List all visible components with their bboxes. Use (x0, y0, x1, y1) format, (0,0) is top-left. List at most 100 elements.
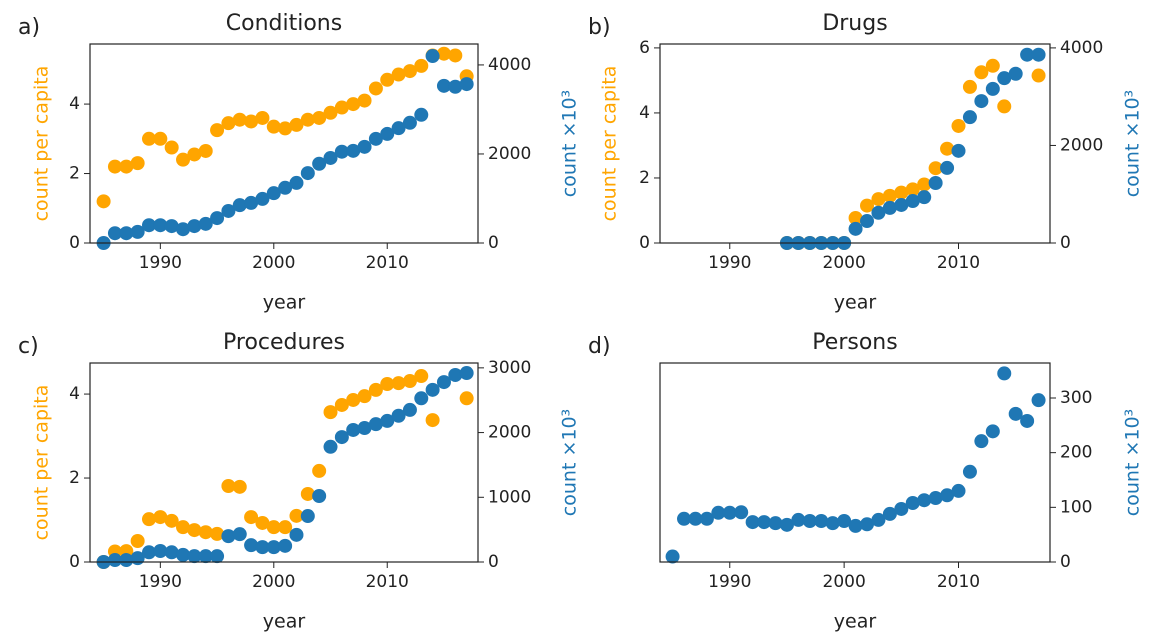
point (757, 515, 772, 530)
point (414, 369, 429, 384)
panel-label: d) (588, 334, 611, 359)
point (164, 545, 179, 560)
point (346, 97, 361, 112)
y2-tick-label: 0 (1060, 552, 1071, 572)
point (402, 402, 417, 417)
point (176, 222, 191, 237)
point (141, 218, 156, 233)
point (221, 529, 236, 544)
point (198, 143, 213, 158)
point (221, 203, 236, 218)
point (951, 143, 966, 158)
point (974, 94, 989, 109)
point (312, 488, 327, 503)
point (402, 374, 417, 389)
point (266, 186, 281, 201)
point (848, 221, 863, 236)
point (436, 78, 451, 93)
point (711, 505, 726, 520)
point (940, 488, 955, 503)
point (357, 93, 372, 108)
point (323, 105, 338, 120)
point (368, 81, 383, 96)
x-tick-label: 2000 (823, 572, 866, 592)
point (380, 72, 395, 87)
point (951, 483, 966, 498)
point (368, 131, 383, 146)
point (153, 543, 168, 558)
point (894, 501, 909, 516)
point (210, 211, 225, 226)
x-axis-label: year (263, 292, 306, 314)
point (974, 65, 989, 80)
point (255, 110, 270, 125)
y2-tick-label: 2000 (488, 423, 531, 443)
point (985, 81, 1000, 96)
point (997, 71, 1012, 86)
y-tick-label: 0 (69, 233, 80, 253)
y2-tick-label: 0 (1060, 233, 1071, 253)
point (266, 540, 281, 555)
point (391, 67, 406, 82)
point (677, 511, 692, 526)
panel-label: c) (18, 334, 39, 359)
x-tick-label: 2010 (366, 572, 409, 592)
point (187, 549, 202, 564)
point (187, 523, 202, 538)
point (312, 463, 327, 478)
point (300, 486, 315, 501)
point (312, 110, 327, 125)
point (391, 408, 406, 423)
point (176, 520, 191, 535)
point (734, 505, 749, 520)
point (198, 525, 213, 540)
point (791, 512, 806, 527)
x-tick-label: 2010 (937, 572, 980, 592)
y2-tick-label: 100 (1060, 497, 1092, 517)
point (425, 49, 440, 64)
plot-frame (659, 362, 1051, 563)
point (334, 100, 349, 115)
point (928, 161, 943, 176)
y2-tick-label: 4000 (1060, 38, 1103, 58)
point (221, 479, 236, 494)
point (176, 547, 191, 562)
point (391, 121, 406, 136)
y2-tick-label: 3000 (488, 358, 531, 378)
point (940, 141, 955, 156)
point (459, 77, 474, 92)
point (1008, 66, 1023, 81)
axis-label: count ×10³ (1122, 90, 1144, 197)
point (198, 549, 213, 564)
point (871, 192, 886, 207)
point (323, 405, 338, 420)
point (1020, 47, 1035, 62)
point (380, 413, 395, 428)
point (107, 226, 122, 241)
point (278, 538, 293, 553)
point (860, 214, 875, 229)
point (699, 511, 714, 526)
point (402, 115, 417, 130)
point (1031, 47, 1046, 62)
point (289, 527, 304, 542)
point (289, 117, 304, 132)
point (255, 191, 270, 206)
point (210, 123, 225, 138)
point (917, 493, 932, 508)
point (894, 185, 909, 200)
point (119, 159, 134, 174)
point (300, 112, 315, 127)
point (380, 376, 395, 391)
point (848, 210, 863, 225)
point (278, 180, 293, 195)
point (107, 553, 122, 568)
point (244, 538, 259, 553)
x-axis-label: year (834, 611, 877, 633)
point (985, 424, 1000, 439)
point (448, 79, 463, 94)
x-axis-label: year (834, 292, 877, 314)
point (232, 198, 247, 213)
point (300, 166, 315, 181)
